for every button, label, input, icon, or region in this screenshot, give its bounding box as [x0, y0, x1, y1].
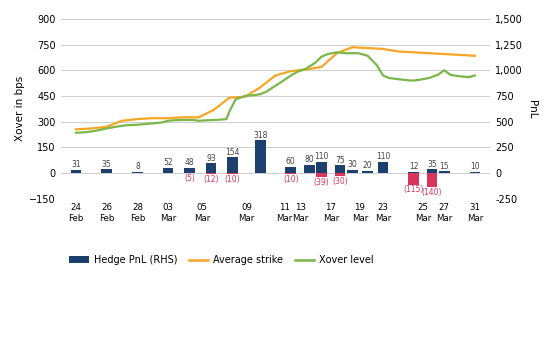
Text: 60: 60 — [286, 157, 296, 166]
Bar — [427, 173, 437, 187]
Bar — [71, 170, 81, 173]
Bar — [427, 169, 437, 173]
Bar — [227, 157, 238, 173]
Bar — [255, 140, 266, 173]
Bar — [227, 173, 238, 174]
Bar — [184, 168, 195, 173]
Text: 35: 35 — [102, 160, 112, 169]
Bar — [335, 173, 346, 176]
Bar — [408, 172, 419, 173]
Text: 93: 93 — [206, 154, 216, 163]
Bar — [470, 172, 480, 173]
Bar — [347, 170, 358, 173]
Bar — [132, 172, 143, 173]
Text: (5): (5) — [184, 174, 195, 183]
Text: 35: 35 — [427, 160, 437, 169]
Y-axis label: Xover in bps: Xover in bps — [15, 76, 25, 142]
Text: 75: 75 — [335, 156, 345, 165]
Bar — [316, 173, 327, 177]
Bar — [335, 165, 346, 173]
Text: 31: 31 — [71, 160, 81, 169]
Bar — [102, 169, 112, 173]
Text: 15: 15 — [439, 162, 449, 171]
Text: (115): (115) — [404, 185, 424, 194]
Bar — [285, 167, 296, 173]
Bar — [408, 173, 419, 185]
Bar — [285, 173, 296, 174]
Text: (140): (140) — [422, 188, 442, 197]
Bar — [304, 165, 315, 173]
Bar — [378, 162, 388, 173]
Text: 80: 80 — [305, 155, 314, 164]
Text: 8: 8 — [135, 163, 140, 172]
Text: 52: 52 — [163, 158, 173, 167]
Bar — [163, 168, 173, 173]
Legend: Hedge PnL (RHS), Average strike, Xover level: Hedge PnL (RHS), Average strike, Xover l… — [66, 251, 378, 269]
Y-axis label: PnL: PnL — [527, 100, 537, 118]
Bar — [206, 163, 216, 173]
Text: 154: 154 — [225, 147, 240, 156]
Text: 318: 318 — [253, 131, 267, 140]
Bar — [316, 162, 327, 173]
Text: 20: 20 — [363, 161, 373, 170]
Text: (30): (30) — [332, 177, 348, 186]
Text: 110: 110 — [315, 152, 329, 161]
Bar — [206, 173, 216, 174]
Text: 110: 110 — [376, 152, 390, 161]
Text: (12): (12) — [203, 175, 219, 184]
Text: (10): (10) — [283, 174, 299, 184]
Text: 12: 12 — [409, 162, 418, 171]
Bar — [362, 171, 373, 173]
Text: (10): (10) — [225, 174, 240, 184]
Text: 48: 48 — [185, 159, 194, 167]
Text: 30: 30 — [347, 160, 357, 169]
Bar — [439, 171, 450, 173]
Text: (39): (39) — [314, 177, 330, 186]
Text: 10: 10 — [470, 162, 480, 171]
